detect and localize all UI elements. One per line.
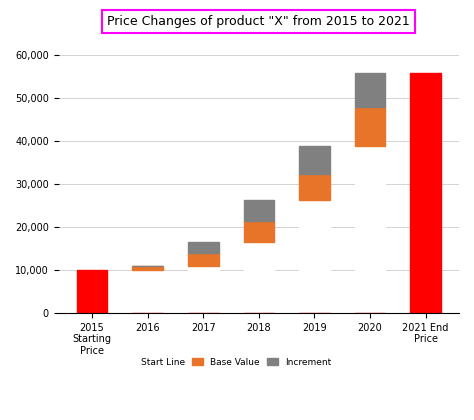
Bar	[299, 146, 329, 174]
Legend: Start Line, Base Value, Increment: Start Line, Base Value, Increment	[119, 354, 335, 370]
Bar	[299, 174, 329, 200]
Bar	[355, 146, 385, 313]
Title: Price Changes of product "X" from 2015 to 2021: Price Changes of product "X" from 2015 t…	[108, 15, 410, 28]
Bar	[132, 270, 163, 313]
Bar	[188, 242, 219, 253]
Bar	[299, 200, 329, 313]
Bar	[355, 107, 385, 146]
Bar	[132, 266, 163, 270]
Bar	[188, 253, 219, 266]
Bar	[188, 266, 219, 313]
Bar	[244, 242, 274, 313]
Bar	[355, 74, 385, 107]
Bar	[410, 74, 441, 313]
Bar	[244, 200, 274, 221]
Bar	[77, 270, 108, 313]
Bar	[244, 220, 274, 242]
